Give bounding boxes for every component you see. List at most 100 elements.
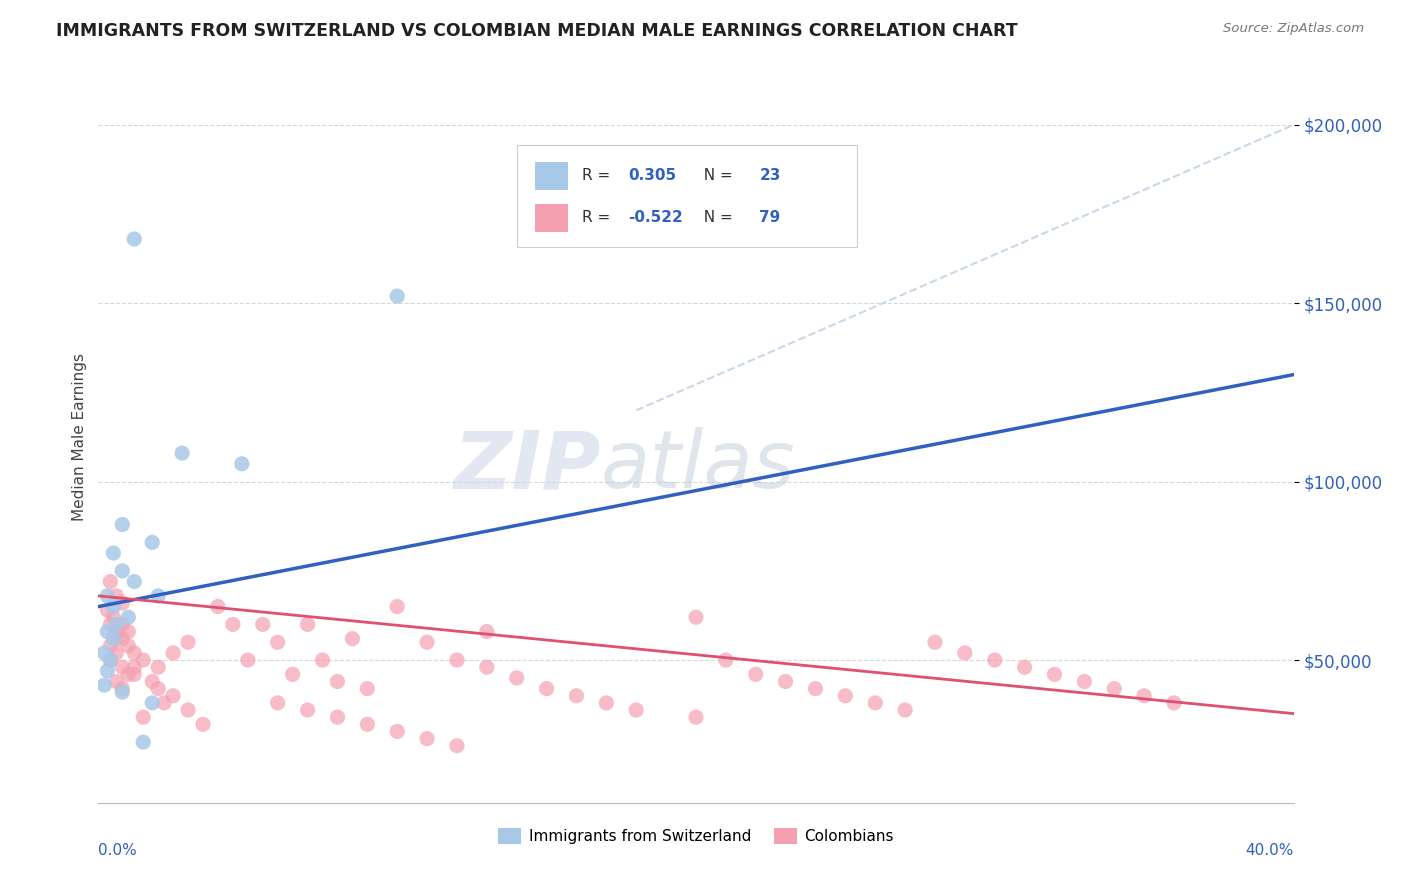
Point: [98, 617, 122, 632]
Point: [117, 639, 139, 653]
Point: [103, 546, 125, 560]
Point: [153, 696, 176, 710]
Point: [311, 653, 333, 667]
Bar: [534, 162, 568, 190]
Text: -0.522: -0.522: [628, 211, 682, 225]
Point: [98, 653, 122, 667]
Legend: Immigrants from Switzerland, Colombians: Immigrants from Switzerland, Colombians: [492, 822, 900, 850]
Point: [93, 646, 115, 660]
Point: [804, 681, 827, 696]
Text: N =: N =: [693, 169, 737, 184]
Point: [281, 667, 304, 681]
Point: [416, 635, 439, 649]
Point: [685, 710, 707, 724]
Text: 40.0%: 40.0%: [1246, 843, 1294, 858]
Point: [111, 632, 134, 646]
Point: [385, 289, 409, 303]
Text: 23: 23: [759, 169, 780, 184]
Point: [267, 635, 290, 649]
Point: [117, 624, 139, 639]
Point: [326, 674, 349, 689]
Point: [141, 696, 163, 710]
Point: [326, 710, 349, 724]
Point: [775, 674, 797, 689]
Point: [148, 681, 170, 696]
Text: R =: R =: [582, 211, 616, 225]
Point: [103, 610, 125, 624]
Point: [162, 646, 184, 660]
Point: [231, 457, 253, 471]
Point: [105, 589, 128, 603]
Point: [1104, 681, 1126, 696]
Point: [385, 599, 409, 614]
Point: [475, 624, 498, 639]
Point: [297, 617, 319, 632]
Point: [98, 574, 122, 589]
Bar: [534, 203, 568, 232]
Text: Source: ZipAtlas.com: Source: ZipAtlas.com: [1223, 22, 1364, 36]
Point: [536, 681, 558, 696]
Point: [685, 610, 707, 624]
Point: [416, 731, 439, 746]
Point: [105, 646, 128, 660]
Text: IMMIGRANTS FROM SWITZERLAND VS COLOMBIAN MEDIAN MALE EARNINGS CORRELATION CHART: IMMIGRANTS FROM SWITZERLAND VS COLOMBIAN…: [56, 22, 1018, 40]
Point: [236, 653, 259, 667]
Point: [105, 674, 128, 689]
Point: [595, 696, 617, 710]
Text: R =: R =: [582, 169, 616, 184]
Point: [162, 689, 184, 703]
Point: [356, 717, 378, 731]
Point: [117, 667, 139, 681]
Point: [105, 617, 128, 632]
Point: [252, 617, 274, 632]
Point: [924, 635, 946, 649]
Point: [267, 696, 290, 710]
Point: [475, 660, 498, 674]
Y-axis label: Median Male Earnings: Median Male Earnings: [72, 353, 87, 521]
Point: [117, 610, 139, 624]
Point: [148, 589, 170, 603]
Point: [111, 517, 134, 532]
Point: [132, 735, 155, 749]
Point: [385, 724, 409, 739]
Text: atlas: atlas: [600, 427, 796, 506]
Point: [124, 660, 146, 674]
Text: 0.305: 0.305: [628, 169, 676, 184]
Point: [714, 653, 737, 667]
Point: [132, 653, 155, 667]
Point: [96, 664, 118, 678]
Point: [1073, 674, 1095, 689]
Point: [98, 639, 122, 653]
FancyBboxPatch shape: [517, 145, 858, 247]
Point: [834, 689, 856, 703]
Point: [1043, 667, 1066, 681]
Point: [894, 703, 917, 717]
Point: [297, 703, 319, 717]
Point: [953, 646, 976, 660]
Point: [132, 710, 155, 724]
Point: [177, 635, 200, 649]
Point: [124, 574, 146, 589]
Point: [222, 617, 245, 632]
Point: [745, 667, 768, 681]
Point: [111, 596, 134, 610]
Point: [124, 232, 146, 246]
Point: [111, 564, 134, 578]
Point: [111, 681, 134, 696]
Point: [98, 653, 122, 667]
Point: [626, 703, 648, 717]
Point: [191, 717, 214, 731]
Point: [103, 599, 125, 614]
Point: [172, 446, 194, 460]
Point: [111, 617, 134, 632]
Point: [207, 599, 229, 614]
Point: [124, 667, 146, 681]
Point: [1133, 689, 1156, 703]
Point: [93, 678, 115, 692]
Point: [342, 632, 364, 646]
Point: [177, 703, 200, 717]
Point: [356, 681, 378, 696]
Point: [111, 660, 134, 674]
Point: [1163, 696, 1185, 710]
Point: [1014, 660, 1036, 674]
